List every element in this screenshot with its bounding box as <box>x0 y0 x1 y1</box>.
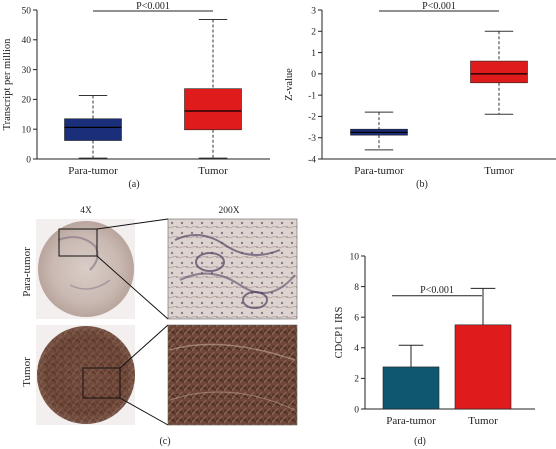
panel-c-label: (c) <box>159 436 170 447</box>
b-y-tick-label: 1 <box>311 49 316 59</box>
a-y-tick-label: 10 <box>22 126 32 136</box>
b-category-label: Tumor <box>484 165 514 177</box>
d-y-tick-label: 6 <box>354 314 359 324</box>
row-label-tumor: Tumor <box>21 357 33 387</box>
b-y-tick-label: 3 <box>311 6 316 16</box>
d-category-label: Para-tumor <box>386 415 436 427</box>
a-y-tick-label: 40 <box>22 36 32 46</box>
d-bar-tumor <box>454 324 512 410</box>
a-category-label: Tumor <box>198 165 228 177</box>
b-y-tick-label: -3 <box>308 134 316 144</box>
image-para-tumor-4x <box>36 219 135 319</box>
panel-d: 0 2 4 6 8 10 CDCP1 IRS Para-tumor Tumor P<0.001 <box>334 252 535 427</box>
a-y-tick-label: 30 <box>22 66 32 76</box>
panel-a: 0 10 20 30 40 50 Transcript per million Para-tu… <box>2 1 270 177</box>
panel-b: -4 -3 -2 -1 0 1 2 3 Z-value Para-tumor Tumor P<0.00… <box>284 1 556 177</box>
a-significance-label: P<0.001 <box>136 1 170 12</box>
b-y-tick-label: 0 <box>311 70 316 80</box>
image-tumor-200x <box>167 324 298 426</box>
col-label-4x: 4X <box>80 206 92 216</box>
b-significance-label: P<0.001 <box>422 1 456 12</box>
d-y-tick-label: 2 <box>354 375 359 385</box>
a-y-tick-label: 50 <box>22 6 32 16</box>
a-y-tick-label: 0 <box>26 155 31 165</box>
image-para-tumor-200x <box>167 218 298 320</box>
b-y-axis-label: Z-value <box>284 68 295 101</box>
d-y-tick-label: 4 <box>354 344 359 354</box>
row-label-para-tumor: Para-tumor <box>21 247 33 297</box>
d-y-tick-label: 10 <box>350 252 360 262</box>
a-y-tick-label: 20 <box>22 96 32 106</box>
col-label-200x: 200X <box>218 206 239 216</box>
d-category-label: Tumor <box>468 415 498 427</box>
panel-a-label: (a) <box>128 179 139 190</box>
a-y-axis-label: Transcript per million <box>2 38 13 131</box>
d-y-tick-label: 0 <box>354 405 359 415</box>
b-y-tick-label: 2 <box>311 28 316 38</box>
a-category-label: Para-tumor <box>68 165 118 177</box>
d-y-tick-label: 8 <box>354 283 359 293</box>
b-category-label: Para-tumor <box>354 165 404 177</box>
d-significance-label: P<0.001 <box>420 285 454 296</box>
d-y-axis-label: CDCP1 IRS <box>334 307 345 359</box>
b-y-tick-label: -1 <box>308 91 316 101</box>
panel-c: 4X 200X Para-tumor Tumor <box>21 206 298 447</box>
image-tumor-4x <box>36 325 135 425</box>
a-box-para-tumor <box>64 118 122 141</box>
a-box-tumor <box>184 88 242 131</box>
b-y-tick-label: -4 <box>308 155 316 165</box>
b-box-tumor <box>470 60 528 84</box>
d-bar-para-tumor <box>382 366 440 410</box>
panel-d-label: (d) <box>414 436 426 447</box>
b-y-tick-label: -2 <box>308 113 316 123</box>
panel-b-label: (b) <box>416 179 428 190</box>
